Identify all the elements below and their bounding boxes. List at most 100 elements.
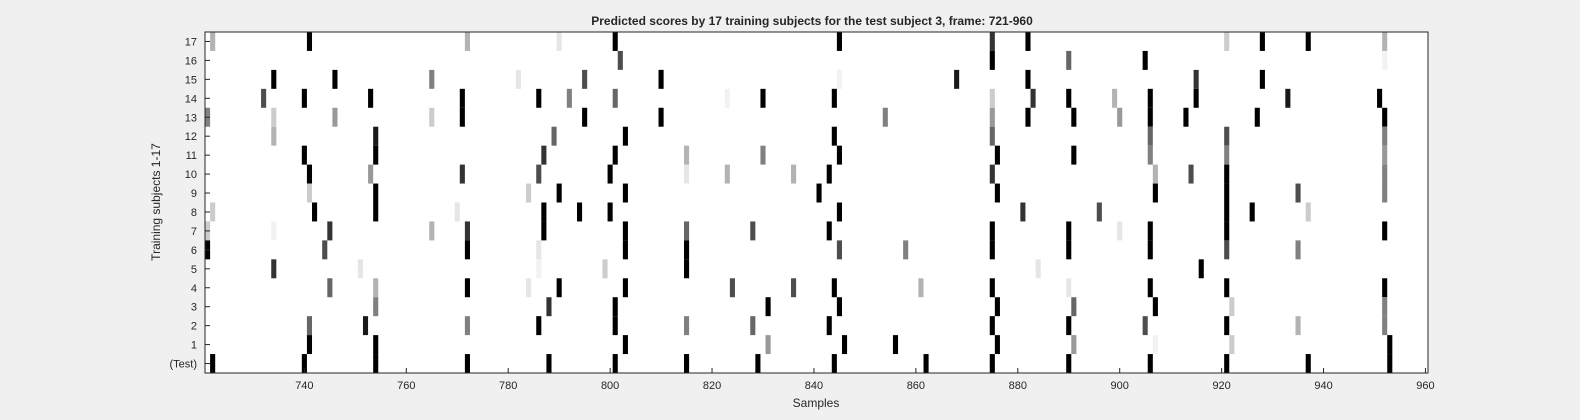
heatmap-cell [989, 50, 995, 70]
heatmap-cell [327, 221, 333, 241]
heatmap-cell [541, 202, 547, 222]
heatmap-cell [765, 297, 771, 317]
heatmap-cell [271, 69, 277, 89]
heatmap-cell [1387, 354, 1393, 373]
x-tick-label: 960 [1416, 380, 1434, 392]
heatmap-cell [373, 145, 379, 165]
heatmap-cell [1224, 145, 1230, 165]
heatmap-cell [357, 259, 363, 279]
heatmap-cell [1142, 316, 1148, 336]
heatmap-cell [1066, 354, 1072, 373]
heatmap-cell [1071, 335, 1077, 355]
x-tick-label: 860 [907, 380, 925, 392]
heatmap-cell [429, 221, 435, 241]
heatmap-cell [1305, 202, 1311, 222]
heatmap-cell [724, 164, 730, 184]
heatmap-cell [1224, 278, 1230, 298]
x-tick-label: 760 [397, 380, 415, 392]
heatmap-cell [1224, 240, 1230, 260]
heatmap-cell [576, 202, 583, 222]
heatmap-cell [989, 278, 995, 298]
heatmap-cell [836, 240, 842, 260]
heatmap-cell [1147, 126, 1153, 146]
heatmap-cells [205, 32, 1393, 373]
y-tick-label: 17 [185, 36, 197, 48]
heatmap-cell [1259, 69, 1265, 89]
heatmap-cell [1071, 107, 1077, 127]
heatmap-cell [327, 278, 333, 298]
heatmap-cell [760, 145, 766, 165]
heatmap-cell [612, 354, 618, 373]
heatmap-cell [536, 316, 542, 336]
heatmap-cell [1147, 278, 1153, 298]
heatmap-cell [306, 164, 313, 184]
heatmap-cell [684, 316, 690, 336]
heatmap-cell [429, 107, 435, 127]
heatmap-cell [459, 107, 465, 127]
plot-frame [204, 31, 1429, 374]
heatmap-cell [1382, 183, 1388, 203]
heatmap-cell [464, 32, 470, 51]
heatmap-cell [841, 335, 848, 355]
heatmap-cell [684, 240, 690, 260]
heatmap-cell [1382, 32, 1388, 51]
heatmap-cell [836, 202, 842, 222]
heatmap-cell [1285, 88, 1291, 108]
heatmap-cell [546, 354, 552, 373]
heatmap-cell [1382, 316, 1388, 336]
heatmap-cell [612, 145, 618, 165]
heatmap-cell [1259, 32, 1265, 51]
heatmap-cell [1025, 107, 1031, 127]
heatmap-cell [1066, 240, 1072, 260]
heatmap-cell [826, 316, 832, 336]
heatmap-cell [684, 354, 690, 373]
heatmap-cell [1382, 221, 1388, 241]
heatmap-cell [1147, 88, 1153, 108]
heatmap-cell [312, 202, 318, 222]
x-tick-label: 780 [499, 380, 517, 392]
heatmap-cell [1387, 335, 1393, 355]
x-tick-label: 940 [1314, 380, 1332, 392]
y-tick-label: 1 [191, 340, 197, 352]
heatmap-cell [1224, 316, 1230, 336]
y-tick-label: 8 [191, 207, 197, 219]
heatmap-cell [1142, 50, 1148, 70]
y-tick-label: 7 [191, 226, 197, 238]
heatmap-cell [1377, 88, 1383, 108]
heatmap-cell [373, 354, 379, 373]
heatmap-cell [210, 354, 216, 373]
heatmap-cell [989, 240, 995, 260]
y-tick-label: 14 [185, 93, 197, 105]
heatmap-cell [903, 240, 909, 260]
heatmap-cell [831, 88, 837, 108]
heatmap-cell [536, 240, 542, 260]
heatmap-cell [622, 183, 628, 203]
heatmap-cell [1382, 145, 1388, 165]
heatmap-cell [1152, 183, 1158, 203]
y-tick-label: 4 [191, 283, 197, 295]
heatmap-cell [994, 297, 1000, 317]
heatmap-cell [658, 107, 664, 127]
heatmap-cell [1295, 240, 1301, 260]
heatmap-cell [1382, 297, 1388, 317]
heatmap-cell [1152, 164, 1158, 184]
heatmap-cell [1066, 88, 1072, 108]
y-tick-label: 6 [191, 245, 197, 257]
heatmap-cell [989, 164, 995, 184]
heatmap-cell [1254, 107, 1260, 127]
heatmap-cell [515, 69, 521, 89]
heatmap-cell [459, 164, 465, 184]
heatmap-cell [556, 278, 562, 298]
heatmap-cell [622, 278, 628, 298]
heatmap-cell [1112, 88, 1118, 108]
heatmap-cell [373, 278, 379, 298]
heatmap-cell [368, 164, 374, 184]
x-tick-label: 900 [1111, 380, 1129, 392]
heatmap-cell [994, 183, 1000, 203]
heatmap-cell [989, 88, 995, 108]
x-tick-label: 920 [1212, 380, 1230, 392]
heatmap-cell [464, 354, 470, 373]
heatmap-cell [271, 107, 277, 127]
x-tick-label: 740 [295, 380, 313, 392]
heatmap-cell [617, 50, 623, 70]
